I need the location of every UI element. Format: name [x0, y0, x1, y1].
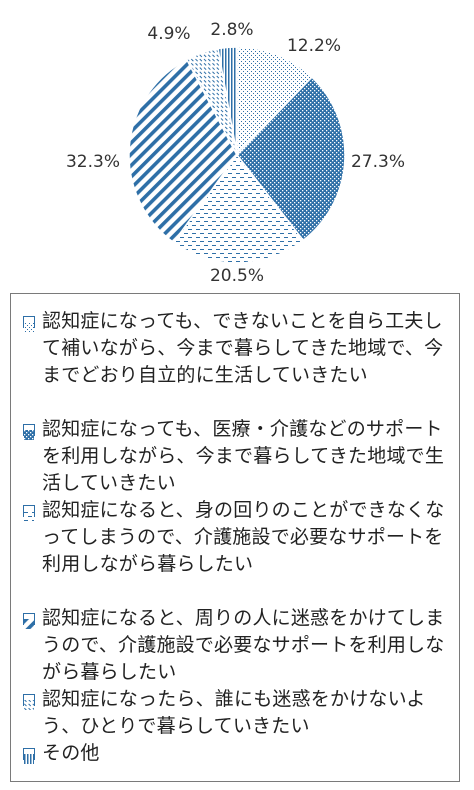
pie-slice: [217, 46, 238, 156]
data-label: 2.8%: [210, 20, 253, 40]
legend-label: 認知症になっても、医療・介護などのサポートを利用しながら、今まで暮らしてきた地域…: [42, 418, 445, 494]
pie-chart-svg: 12.2% 27.3% 20.5% 32.3% 4.9% 2.8%: [66, 20, 405, 286]
legend-label: 認知症になると、身の回りのことができなくなってしまうので、介護施設で必要なサポー…: [42, 499, 445, 575]
legend-label: 認知症になっても、できないことを自ら工夫して補いながら、今まで暮らしてきた地域で…: [42, 310, 444, 386]
data-label: 20.5%: [210, 266, 264, 286]
legend-label: その他: [42, 742, 100, 764]
legend-swatch-icon: [23, 613, 35, 629]
legend-swatch-icon: [23, 424, 35, 440]
pie-slice: [236, 76, 346, 242]
pie-chart: 12.2% 27.3% 20.5% 32.3% 4.9% 2.8%: [0, 0, 474, 290]
legend-swatch-icon: [23, 505, 35, 521]
legend-label: 認知症になると、周りの人に迷惑をかけてしまうので、介護施設で必要なサポートを利用…: [42, 607, 445, 683]
legend-label: 認知症になったら、誰にも迷惑をかけないよう、ひとりで暮らしていきたい: [42, 688, 426, 737]
legend-swatch-icon: [23, 316, 35, 332]
pie-slice: [236, 46, 313, 157]
legend-swatch-icon: [23, 694, 35, 710]
data-label: 32.3%: [66, 152, 120, 172]
pie-slice: [172, 153, 305, 264]
chart-legend: 認知症になっても、できないことを自ら工夫して補いながら、今まで暮らしてきた地域で…: [10, 293, 460, 782]
legend-swatch-icon: [23, 748, 35, 764]
data-label: 12.2%: [287, 36, 341, 56]
data-label: 27.3%: [351, 152, 405, 172]
data-label: 4.9%: [147, 24, 190, 44]
